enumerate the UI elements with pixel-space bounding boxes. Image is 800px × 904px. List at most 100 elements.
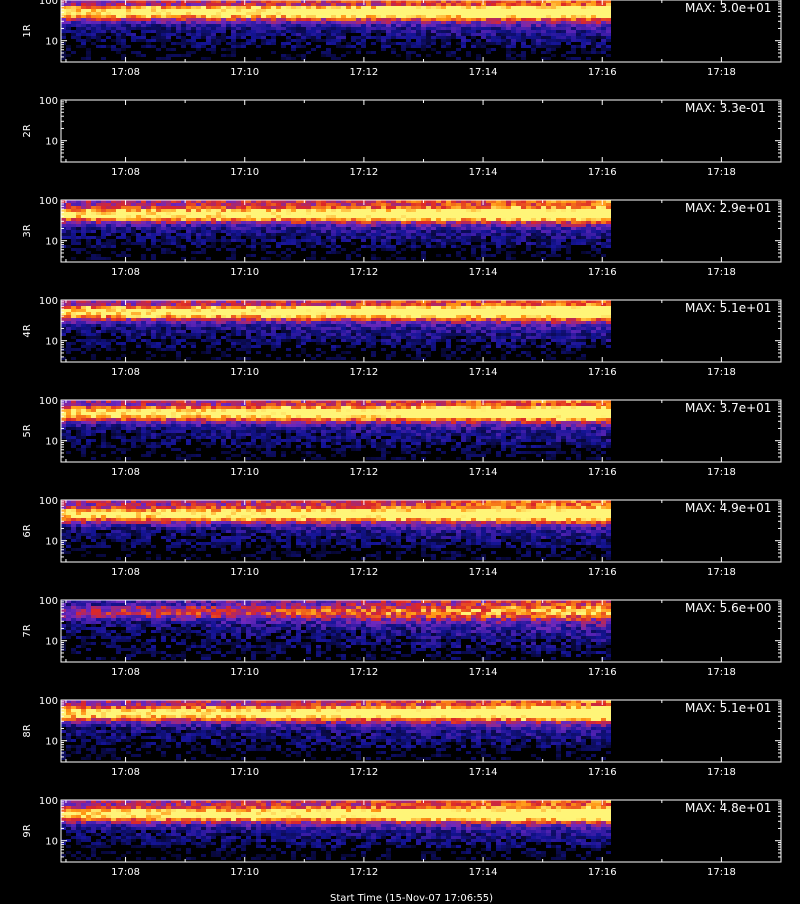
- heatmap-cell: [261, 309, 266, 312]
- heatmap-cell: [166, 312, 171, 315]
- heatmap-cell: [271, 30, 276, 33]
- heatmap-cell: [606, 15, 611, 18]
- heatmap-cell: [576, 30, 581, 33]
- heatmap-cell: [226, 339, 231, 342]
- heatmap-cell: [91, 236, 96, 239]
- heatmap-cell: [146, 30, 151, 33]
- heatmap-cell: [396, 30, 401, 33]
- heatmap-cell: [396, 239, 401, 242]
- heatmap-cell: [236, 42, 241, 45]
- heatmap-cell: [161, 324, 166, 327]
- heatmap-cell: [76, 339, 81, 342]
- heatmap-cell: [496, 33, 501, 36]
- heatmap-cell: [286, 336, 291, 339]
- heatmap-cell: [216, 218, 221, 221]
- heatmap-cell: [296, 345, 301, 348]
- heatmap-cell: [136, 345, 141, 348]
- heatmap-cell: [216, 30, 221, 33]
- heatmap-cell: [241, 12, 246, 15]
- heatmap-cell: [346, 206, 351, 209]
- heatmap-cell: [581, 48, 586, 51]
- heatmap-cell: [196, 236, 201, 239]
- heatmap-cell: [426, 33, 431, 36]
- heatmap-cell: [501, 236, 506, 239]
- heatmap-cell: [161, 12, 166, 15]
- heatmap-cell: [231, 248, 236, 251]
- heatmap-cell: [541, 33, 546, 36]
- heatmap-cell: [181, 303, 186, 306]
- heatmap-cell: [291, 227, 296, 230]
- heatmap-cell: [141, 242, 146, 245]
- heatmap-cell: [191, 321, 196, 324]
- heatmap-cell: [81, 18, 86, 21]
- heatmap-cell: [481, 212, 486, 215]
- heatmap-cell: [481, 209, 486, 212]
- heatmap-cell: [331, 315, 336, 318]
- heatmap-cell: [186, 230, 191, 233]
- heatmap-cell: [306, 312, 311, 315]
- heatmap-cell: [461, 215, 466, 218]
- heatmap-cell: [426, 303, 431, 306]
- heatmap-cell: [366, 227, 371, 230]
- heatmap-cell: [586, 42, 591, 45]
- heatmap-cell: [181, 45, 186, 48]
- heatmap-cell: [431, 212, 436, 215]
- heatmap-cell: [371, 209, 376, 212]
- heatmap-cell: [396, 27, 401, 30]
- heatmap-cell: [486, 18, 491, 21]
- heatmap-cell: [61, 230, 66, 233]
- heatmap-cell: [376, 327, 381, 330]
- heatmap-cell: [201, 218, 206, 221]
- heatmap-cell: [331, 245, 336, 248]
- heatmap-cell: [346, 209, 351, 212]
- heatmap-cell: [246, 24, 251, 27]
- heatmap-cell: [326, 30, 331, 33]
- heatmap-cell: [216, 15, 221, 18]
- heatmap-cell: [361, 6, 366, 9]
- heatmap-cell: [146, 9, 151, 12]
- heatmap-cell: [476, 27, 481, 30]
- heatmap-cell: [456, 224, 461, 227]
- heatmap-cell: [296, 312, 301, 315]
- heatmap-cell: [276, 18, 281, 21]
- heatmap-cell: [91, 12, 96, 15]
- heatmap-cell: [121, 224, 126, 227]
- heatmap-cell: [241, 230, 246, 233]
- heatmap-cell: [446, 203, 451, 206]
- heatmap-cell: [456, 306, 461, 309]
- heatmap-cell: [391, 321, 396, 324]
- heatmap-cell: [131, 39, 136, 42]
- heatmap-cell: [211, 303, 216, 306]
- heatmap-cell: [91, 318, 96, 321]
- heatmap-cell: [66, 21, 71, 24]
- heatmap-cell: [386, 236, 391, 239]
- heatmap-cell: [71, 221, 76, 224]
- heatmap-cell: [116, 321, 121, 324]
- heatmap-cell: [601, 21, 606, 24]
- heatmap-cell: [596, 9, 601, 12]
- heatmap-cell: [426, 339, 431, 342]
- heatmap-cell: [276, 212, 281, 215]
- heatmap-cell: [401, 248, 406, 251]
- heatmap-cell: [516, 54, 521, 57]
- heatmap-cell: [566, 221, 571, 224]
- heatmap-cell: [126, 324, 131, 327]
- heatmap-cell: [431, 221, 436, 224]
- heatmap-cell: [211, 6, 216, 9]
- heatmap-cell: [411, 318, 416, 321]
- heatmap-cell: [391, 333, 396, 336]
- heatmap-cell: [351, 3, 356, 6]
- heatmap-cell: [236, 224, 241, 227]
- heatmap-cell: [416, 218, 421, 221]
- heatmap-cell: [551, 245, 556, 248]
- heatmap-cell: [376, 230, 381, 233]
- heatmap-cell: [441, 33, 446, 36]
- heatmap-cell: [381, 242, 386, 245]
- heatmap-cell: [181, 206, 186, 209]
- heatmap-cell: [326, 303, 331, 306]
- heatmap-cell: [416, 21, 421, 24]
- heatmap-cell: [156, 21, 161, 24]
- heatmap-cell: [501, 21, 506, 24]
- heatmap-cell: [241, 309, 246, 312]
- heatmap-cell: [76, 318, 81, 321]
